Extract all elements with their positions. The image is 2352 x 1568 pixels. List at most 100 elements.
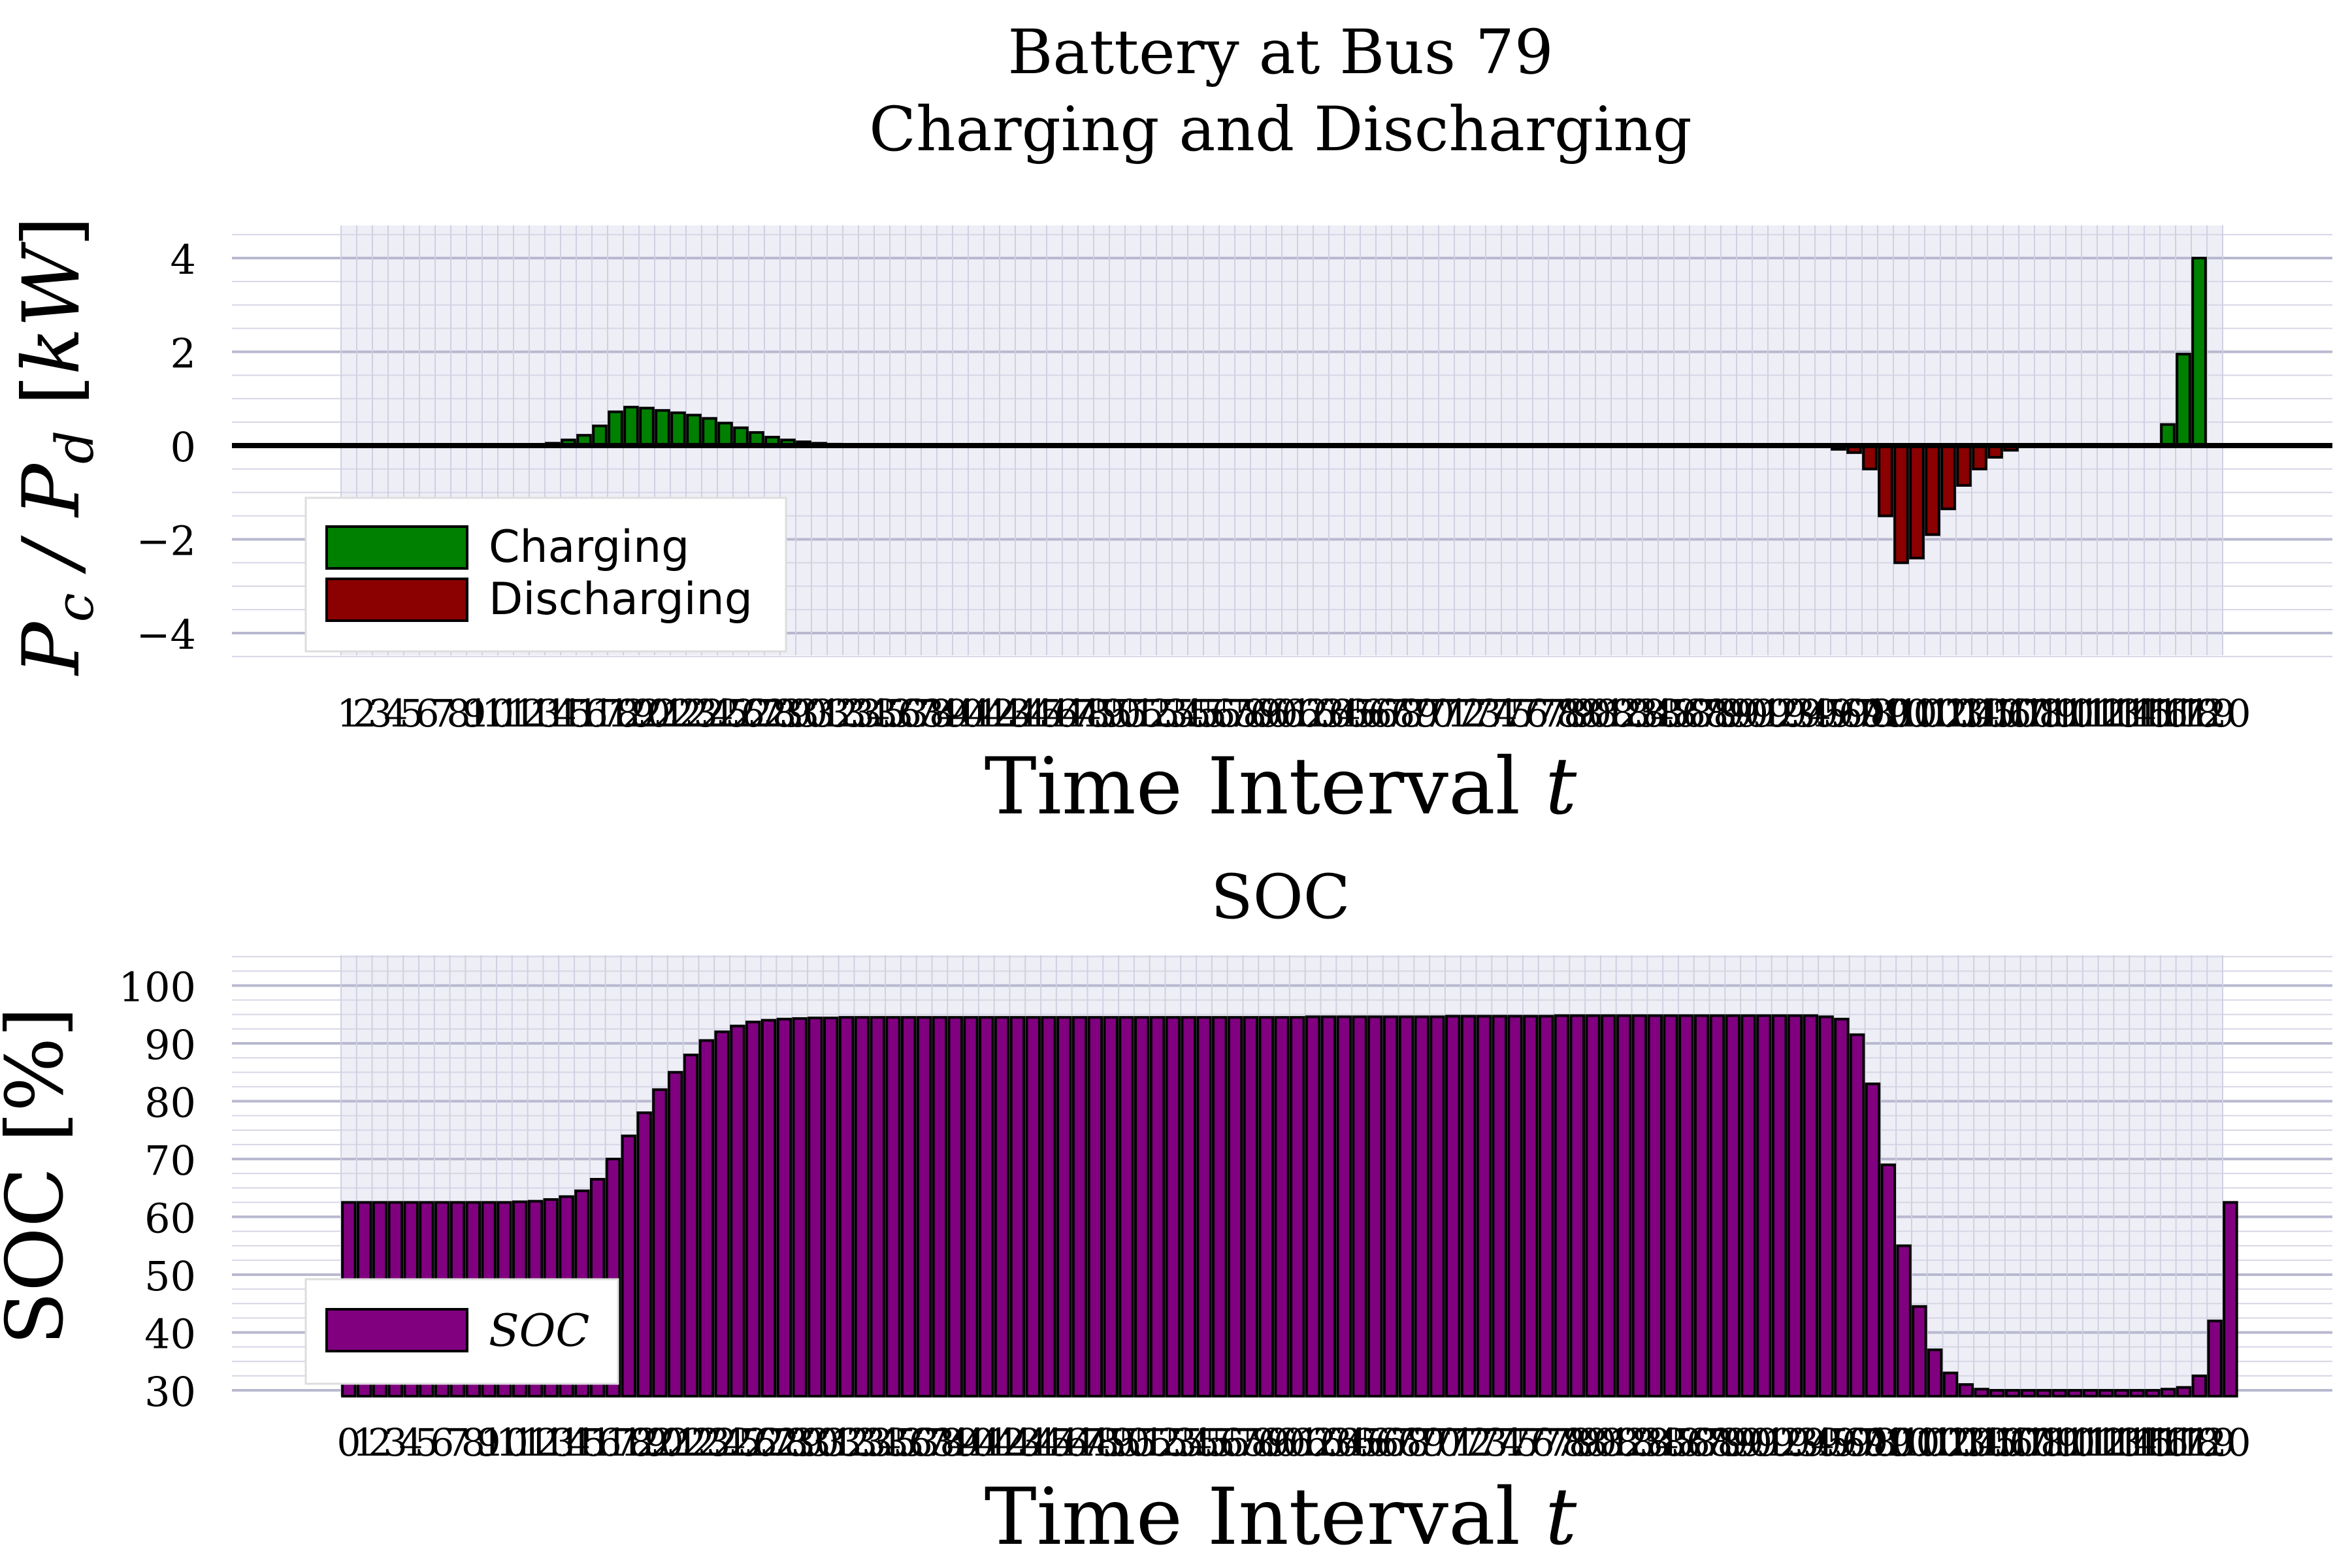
chart2-x-tick-label: 68 — [1382, 1420, 1431, 1465]
chart2-x-tick-label: 21 — [651, 1420, 700, 1465]
soc-bar — [2160, 1388, 2176, 1397]
soc-bar — [1103, 1016, 1119, 1398]
soc-bar — [1476, 1015, 1492, 1397]
chart2-xlabel: Time Interval t — [985, 1472, 1578, 1563]
soc-bar — [2223, 1201, 2238, 1397]
chart2-x-tick-label: 107 — [1976, 1420, 2049, 1465]
chart2-x-tick-label: 78 — [1538, 1420, 1586, 1465]
chart1-y-tick-label: 2 — [171, 330, 196, 378]
chart1-x-tick-label: 18 — [591, 691, 640, 736]
soc-bar — [1212, 1016, 1228, 1398]
chart2-ylabel: SOC [%] — [0, 1007, 81, 1345]
chart2-x-tick-label: 23 — [682, 1420, 730, 1465]
chart1-x-tick-label: 20 — [623, 691, 671, 736]
chart1-x-tick-label: 33 — [826, 691, 875, 736]
chart2-x-tick-label: 97 — [1833, 1420, 1882, 1465]
chart1-x-tick-label: 56 — [1187, 691, 1235, 736]
soc-bar — [652, 1088, 668, 1398]
chart1-x-tick-label: 14 — [529, 691, 577, 736]
chart1-x-tick-label: 86 — [1658, 691, 1706, 736]
chart2-x-tick-label: 26 — [729, 1420, 777, 1465]
chart2-x-tick-label: 72 — [1445, 1420, 1493, 1465]
chart2-x-tick-label: 67 — [1367, 1420, 1415, 1465]
chart2-x-tick-label: 53 — [1149, 1420, 1197, 1465]
chart1-x-tick-label: 106 — [1959, 691, 2032, 736]
chart1-x-tick-label: 27 — [732, 691, 781, 736]
soc-bar — [901, 1016, 917, 1398]
chart2-x-tick-label: 35 — [869, 1420, 917, 1465]
soc-bar — [1414, 1015, 1429, 1398]
chart1-x-tick-label: 114 — [2085, 691, 2157, 736]
chart1-x-tick-label: 25 — [701, 691, 749, 736]
soc-bar — [792, 1017, 808, 1397]
soc-bar — [932, 1016, 948, 1398]
soc-bar — [1554, 1014, 1570, 1397]
chart2-x-tick-label: 83 — [1616, 1420, 1664, 1465]
soc-bar — [1756, 1014, 1772, 1397]
chart1-x-tick-label: 51 — [1109, 691, 1157, 736]
chart2-x-tick-label: 99 — [1864, 1420, 1912, 1465]
charging-bar — [686, 414, 702, 447]
chart1-x-tick-label: 12 — [497, 691, 546, 736]
soc-bar — [745, 1021, 761, 1397]
legend-swatch-soc — [325, 1308, 468, 1352]
chart2-x-tick-label: 1 — [352, 1420, 376, 1465]
chart1-x-tick-label: 55 — [1171, 691, 1220, 736]
chart2-bars — [341, 1014, 2238, 1398]
soc-bar — [621, 1134, 637, 1397]
chart2-x-tick-label: 44 — [1009, 1420, 1057, 1465]
chart2-x-tick-label: 73 — [1460, 1420, 1509, 1465]
chart1-x-tick-label: 7 — [431, 691, 455, 736]
soc-bar — [854, 1016, 870, 1398]
soc-bar — [916, 1016, 932, 1398]
soc-bar — [1818, 1015, 1834, 1398]
chart2-x-tick-label: 95 — [1802, 1420, 1850, 1465]
soc-bar — [2051, 1389, 2067, 1397]
charging-bar — [2176, 353, 2191, 448]
chart1-x-tick-label: 89 — [1705, 691, 1753, 736]
chart2-x-tick-label: 74 — [1475, 1420, 1524, 1465]
soc-bar — [1912, 1305, 1927, 1398]
chart2-x-tick-label: 75 — [1491, 1420, 1539, 1465]
chart1-x-tick-label: 53 — [1140, 691, 1188, 736]
soc-bar — [2082, 1389, 2099, 1397]
chart2-x-ticks: 0123456789101112131415161718192021222324… — [336, 1420, 2251, 1465]
legend-label-charging: Charging — [489, 521, 689, 573]
chart1-x-tick-label: 96 — [1814, 691, 1863, 736]
soc-bar — [1740, 1014, 1756, 1397]
chart2-y-tick-label: 70 — [144, 1137, 196, 1184]
chart2-x-tick-label: 14 — [542, 1420, 591, 1465]
chart1-x-tick-label: 66 — [1344, 691, 1392, 736]
chart2-x-tick-label: 92 — [1756, 1420, 1804, 1465]
chart1-x-tick-label: 77 — [1516, 691, 1565, 736]
chart2-y-tick-label: 100 — [119, 964, 196, 1011]
soc-bar — [2176, 1386, 2192, 1397]
chart2-x-tick-label: 51 — [1118, 1420, 1166, 1465]
chart1-x-tick-label: 43 — [983, 691, 1032, 736]
soc-bar — [1227, 1016, 1243, 1398]
chart2-x-tick-label: 19 — [620, 1420, 668, 1465]
soc-bar — [1398, 1015, 1414, 1398]
soc-bar — [1181, 1016, 1196, 1398]
soc-bar — [1523, 1015, 1539, 1397]
charging-bar — [655, 409, 670, 447]
chart1-x-tick-label: 54 — [1156, 691, 1204, 736]
legend-label-discharging: Discharging — [489, 574, 753, 625]
legend-label-soc: SOC — [489, 1305, 589, 1357]
chart2-x-tick-label: 85 — [1646, 1420, 1695, 1465]
soc-bar — [1243, 1016, 1259, 1398]
chart1-x-tick-label: 83 — [1610, 691, 1659, 736]
chart1-x-tick-label: 34 — [842, 691, 890, 736]
chart1-x-tick-label: 9 — [463, 691, 487, 736]
chart2-x-tick-label: 20 — [636, 1420, 684, 1465]
chart2-x-tick-label: 56 — [1196, 1420, 1244, 1465]
chart1-x-tick-label: 59 — [1234, 691, 1282, 736]
chart1-x-tick-label: 110 — [2022, 691, 2095, 736]
soc-bar — [1367, 1015, 1383, 1398]
chart1-x-tick-label: 31 — [795, 691, 843, 736]
chart1-x-tick-label: 1 — [337, 691, 361, 736]
chart2-x-tick-label: 46 — [1040, 1420, 1088, 1465]
chart2-x-tick-label: 8 — [461, 1420, 485, 1465]
chart1-xlabel: Time Interval t — [985, 742, 1578, 832]
